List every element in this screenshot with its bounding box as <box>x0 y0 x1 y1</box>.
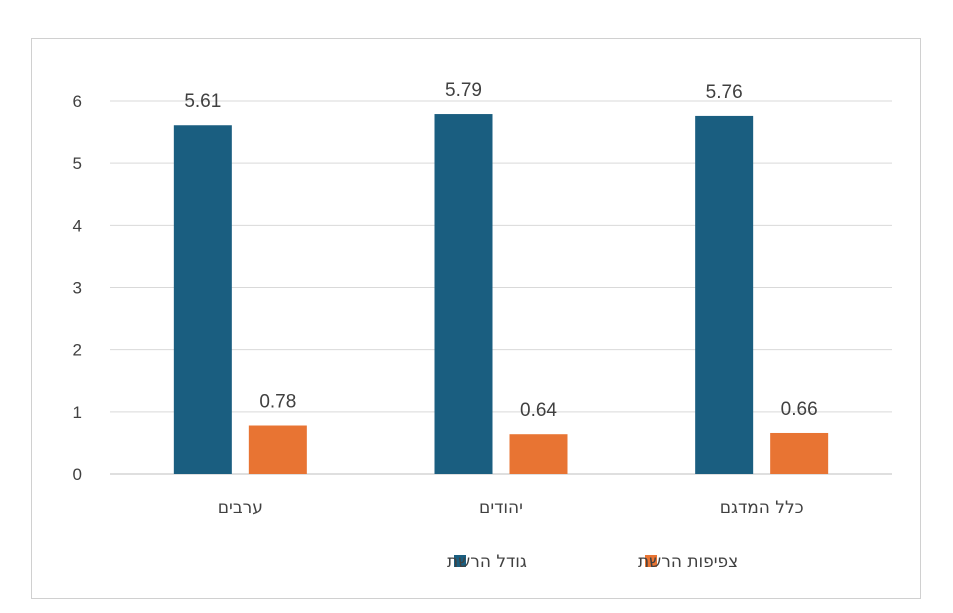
bar <box>695 115 754 475</box>
bar <box>509 434 568 474</box>
y-tick-label: 5 <box>73 154 82 173</box>
legend-swatch <box>645 555 657 567</box>
data-label: 5.61 <box>184 91 221 112</box>
y-tick-label: 0 <box>73 465 82 484</box>
category-label: ערבים <box>218 498 263 518</box>
y-tick-label: 3 <box>73 279 82 298</box>
bar <box>248 425 307 474</box>
bar <box>434 114 493 475</box>
category-label: יהודים <box>479 498 523 518</box>
y-axis-ticks: 0 1 2 3 4 5 6 <box>73 92 82 484</box>
y-tick-label: 1 <box>73 403 82 422</box>
data-label: 0.78 <box>259 392 296 413</box>
data-label: 0.66 <box>781 399 818 420</box>
category-labels: ערבים יהודים כלל המדגם <box>218 498 804 518</box>
data-labels: 5.61 0.78 5.79 0.64 5.76 0.66 <box>184 80 817 421</box>
data-label: 0.64 <box>520 400 557 421</box>
data-label: 5.76 <box>706 82 743 103</box>
category-label: כלל המדגם <box>720 498 804 518</box>
legend: גודל הרשת צפיפות הרשת <box>447 552 738 572</box>
legend-label: צפיפות הרשת <box>638 552 738 572</box>
legend-swatch <box>454 555 466 567</box>
bar <box>173 125 232 475</box>
y-tick-label: 4 <box>73 216 82 235</box>
data-label: 5.79 <box>445 80 482 101</box>
bar <box>770 432 829 474</box>
y-tick-label: 2 <box>73 341 82 360</box>
legend-label: גודל הרשת <box>447 552 527 572</box>
y-tick-label: 6 <box>73 92 82 111</box>
bars <box>173 114 829 475</box>
gridlines <box>110 100 892 475</box>
